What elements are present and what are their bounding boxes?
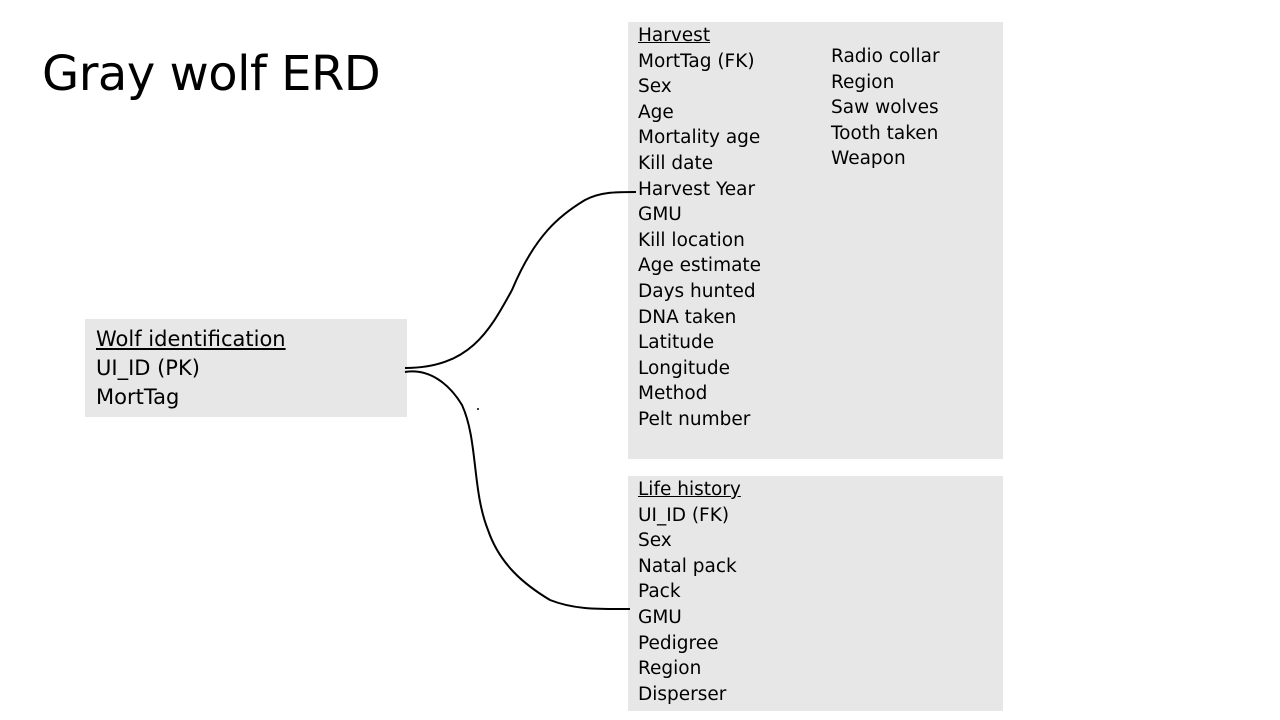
- field-ui-id-pk: UI_ID (PK): [96, 356, 200, 380]
- field-column-2: Radio collar Region Saw wolves Tooth tak…: [831, 44, 940, 172]
- field-saw-wolves: Saw wolves: [831, 97, 939, 119]
- field-gmu: GMU: [638, 204, 682, 226]
- field-column-1: Harvest MortTag (FK) Sex Age Mortality a…: [638, 23, 761, 433]
- entity-name: Wolf identification: [96, 327, 286, 351]
- field-radio-collar: Radio collar: [831, 46, 940, 67]
- diagram-title: Gray wolf ERD: [42, 46, 381, 102]
- connector-wolf-to-harvest: [404, 191, 637, 369]
- field-mortality-age: Mortality age: [638, 127, 761, 149]
- field-dna-taken: DNA taken: [638, 306, 737, 328]
- field-pedigree: Pedigree: [638, 632, 719, 654]
- field-sex: Sex: [638, 76, 672, 98]
- field-latitude: Latitude: [638, 332, 715, 354]
- field-kill-location: Kill location: [638, 229, 745, 251]
- field-ui-id-fk: UI_ID (FK): [638, 504, 730, 526]
- field-kill-date: Kill date: [638, 152, 714, 174]
- field-weapon: Weapon: [831, 148, 906, 170]
- field-pelt-number: Pelt number: [638, 408, 751, 430]
- field-method: Method: [638, 383, 708, 405]
- field-tooth-taken: Tooth taken: [831, 122, 939, 144]
- entity-harvest: Harvest MortTag (FK) Sex Age Mortality a…: [628, 22, 1003, 459]
- field-region: Region: [831, 71, 895, 93]
- field-list: Radio collar Region Saw wolves Tooth tak…: [831, 44, 940, 172]
- field-gmu: GMU: [638, 606, 682, 628]
- field-morttag-fk: MortTag (FK): [638, 50, 755, 72]
- connector-wolf-to-life-history: [404, 370, 631, 611]
- field-age-estimate: Age estimate: [638, 255, 762, 277]
- entity-life-history: Life history UI_ID (FK) Sex Natal pack P…: [628, 476, 1003, 711]
- field-sex: Sex: [638, 530, 672, 552]
- entity-wolf-identification: Wolf identification UI_ID (PK) MortTag: [85, 319, 407, 417]
- field-natal-pack: Natal pack: [638, 555, 737, 577]
- field-list: MortTag (FK) Sex Age Mortality age Kill …: [638, 49, 761, 433]
- field-list: UI_ID (PK) MortTag: [96, 354, 407, 412]
- field-morttag: MortTag: [96, 385, 180, 409]
- field-region: Region: [638, 658, 702, 680]
- field-age: Age: [638, 101, 674, 123]
- field-days-hunted: Days hunted: [638, 280, 756, 302]
- field-harvest-year: Harvest Year: [638, 178, 756, 200]
- entity-name: Harvest: [638, 25, 711, 46]
- field-longitude: Longitude: [638, 357, 731, 379]
- entity-name: Life history: [638, 479, 741, 500]
- field-list: UI_ID (FK) Sex Natal pack Pack GMU Pedig…: [638, 503, 1003, 708]
- field-pack: Pack: [638, 581, 681, 603]
- field-disperser: Disperser: [638, 683, 727, 705]
- stray-dot: [477, 408, 479, 410]
